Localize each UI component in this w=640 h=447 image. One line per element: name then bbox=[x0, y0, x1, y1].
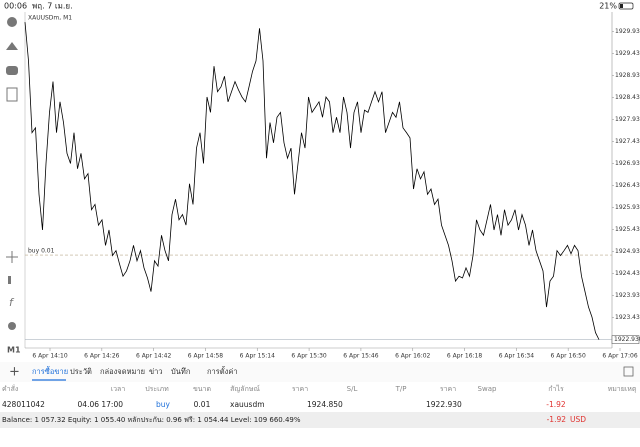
chart-title: XAUUSDm, M1 bbox=[28, 15, 72, 22]
x-tick-label: 6 Apr 16:02 bbox=[395, 353, 430, 360]
x-tick-label: 6 Apr 15:30 bbox=[291, 353, 326, 360]
price-label-box bbox=[611, 335, 640, 344]
cell-symbol[interactable]: xauusdm bbox=[230, 400, 265, 409]
account-icon[interactable] bbox=[7, 17, 17, 27]
y-tick-label: 1926.430 bbox=[615, 182, 640, 189]
cell-profit[interactable]: -1.92 bbox=[546, 400, 566, 409]
tab[interactable]: ประวัติ bbox=[70, 367, 92, 376]
y-tick-label: 1928.430 bbox=[615, 94, 640, 101]
column-header: ราคา bbox=[292, 385, 308, 393]
x-tick-label: 6 Apr 16:34 bbox=[499, 353, 534, 360]
column-header: Swap bbox=[478, 385, 497, 393]
column-header: หมายเหตุ bbox=[608, 385, 637, 393]
cell-time[interactable]: 04.06 17:00 bbox=[78, 400, 124, 409]
column-header: คำสั่ง bbox=[2, 384, 18, 393]
cell-price[interactable]: 1924.850 bbox=[307, 400, 343, 409]
cell-current-price[interactable]: 1922.930 bbox=[426, 400, 462, 409]
x-tick-label: 6 Apr 16:50 bbox=[551, 353, 586, 360]
tab[interactable]: บันทึก bbox=[171, 367, 190, 376]
left-toolbar: f bbox=[6, 17, 18, 330]
crosshair-icon[interactable] bbox=[6, 251, 18, 263]
y-tick-label: 1925.430 bbox=[615, 226, 640, 233]
y-tick-label: 1923.930 bbox=[615, 292, 640, 299]
x-tick-label: 6 Apr 14:10 bbox=[32, 353, 67, 360]
x-tick-label: 6 Apr 14:58 bbox=[188, 353, 223, 360]
x-tick-label: 6 Apr 14:42 bbox=[136, 353, 171, 360]
column-header: ประเภท bbox=[145, 385, 169, 393]
x-tick-label: 6 Apr 17:06 bbox=[602, 353, 637, 360]
tab[interactable]: การซื้อขาย bbox=[32, 366, 68, 376]
x-tick-label: 6 Apr 16:18 bbox=[447, 353, 482, 360]
battery-icon bbox=[618, 2, 634, 10]
expand-icon[interactable] bbox=[623, 366, 634, 377]
y-tick-label: 1924.430 bbox=[615, 270, 640, 277]
order-line-label: buy 0.01 bbox=[28, 248, 55, 255]
y-tick-label: 1928.930 bbox=[615, 72, 640, 79]
chat-icon[interactable] bbox=[6, 66, 18, 75]
column-header: เวลา bbox=[111, 385, 126, 393]
trade-icon[interactable] bbox=[6, 42, 18, 50]
tab[interactable]: ข่าว bbox=[149, 367, 163, 376]
cell-volume[interactable]: 0.01 bbox=[194, 400, 211, 409]
total-profit: -1.92 bbox=[547, 415, 567, 424]
y-tick-label: 1929.930 bbox=[615, 28, 640, 35]
column-header: ขนาด bbox=[193, 385, 211, 393]
tab[interactable]: การตั้งค่า bbox=[207, 366, 238, 376]
footer-bar bbox=[0, 412, 640, 428]
chart-type-icon[interactable] bbox=[8, 276, 11, 284]
cell-order[interactable]: 428011042 bbox=[2, 400, 45, 409]
status-date: พฤ. 7 เม.ย. bbox=[32, 2, 73, 11]
new-order-icon[interactable] bbox=[6, 87, 18, 102]
column-header: ราคา bbox=[440, 385, 456, 393]
x-tick-label: 6 Apr 14:26 bbox=[84, 353, 119, 360]
y-tick-label: 1929.430 bbox=[615, 50, 640, 57]
x-tick-label: 6 Apr 15:46 bbox=[343, 353, 378, 360]
add-button[interactable]: + bbox=[9, 365, 20, 380]
column-header: สัญลักษณ์ bbox=[230, 385, 260, 393]
cell-type[interactable]: buy bbox=[156, 400, 171, 409]
y-tick-label: 1923.430 bbox=[615, 314, 640, 321]
price-line-series bbox=[24, 22, 600, 340]
price-label: 1922.930 bbox=[614, 336, 640, 343]
y-tick-label: 1927.430 bbox=[615, 138, 640, 145]
y-tick-label: 1925.930 bbox=[615, 204, 640, 211]
indicator-icon[interactable]: f bbox=[9, 296, 15, 309]
y-tick-label: 1927.930 bbox=[615, 116, 640, 123]
tab[interactable]: กล่องจดหมาย bbox=[100, 367, 145, 376]
status-battery: 21% bbox=[599, 2, 617, 11]
dynamic-layer: 6 Apr 14:10 6 Apr 14:26 6 Apr 14:42 6 Apr 1… bbox=[2, 22, 640, 424]
y-tick-label: 1924.930 bbox=[615, 248, 640, 255]
timeframe-button[interactable]: M1 bbox=[7, 346, 21, 355]
column-header: กำไร bbox=[548, 384, 564, 393]
status-time: 00:06 bbox=[4, 2, 27, 11]
objects-icon[interactable] bbox=[8, 322, 16, 330]
tab-bar bbox=[0, 362, 640, 382]
y-tick-label: 1926.930 bbox=[615, 160, 640, 167]
battery-level bbox=[620, 4, 623, 8]
column-header: S/L bbox=[347, 385, 358, 393]
currency: USD bbox=[570, 415, 586, 424]
account-summary: Balance: 1 057.32 Equity: 1 055.40 หลักป… bbox=[2, 416, 301, 424]
column-header: T/P bbox=[395, 385, 407, 393]
x-tick-label: 6 Apr 15:14 bbox=[240, 353, 275, 360]
